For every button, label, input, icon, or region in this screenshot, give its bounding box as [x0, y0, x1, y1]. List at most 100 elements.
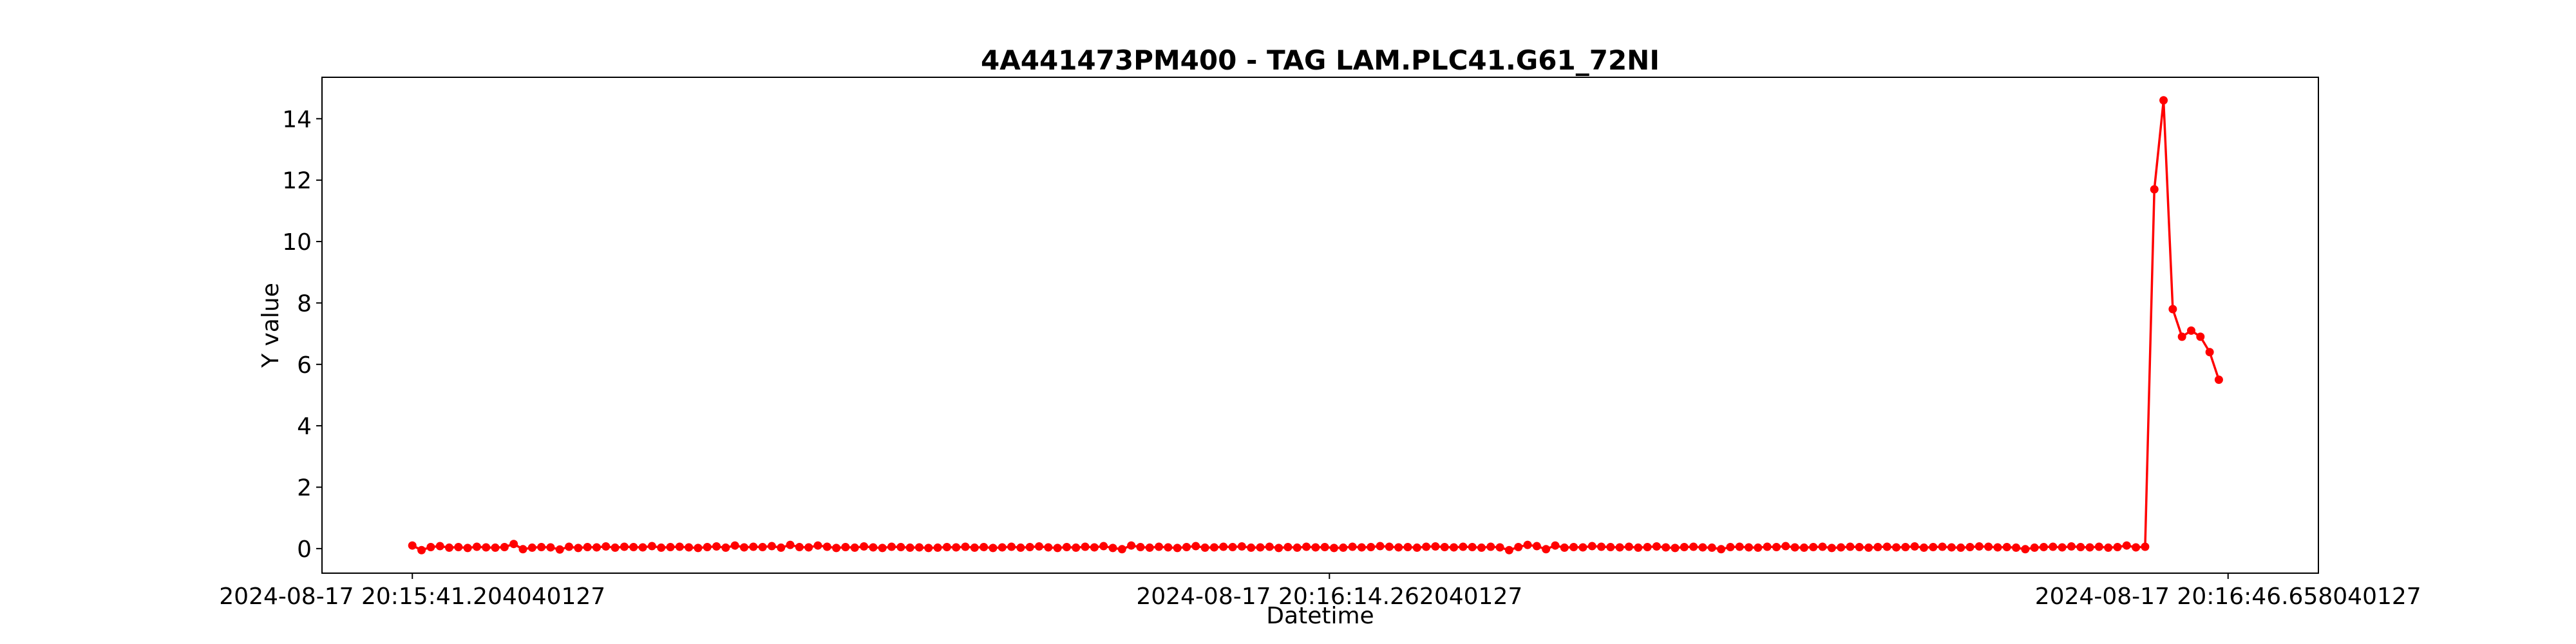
- data-point: [1053, 544, 1062, 553]
- data-point: [1367, 542, 1376, 551]
- data-point: [1293, 543, 1302, 552]
- y-tick-label: 14: [282, 106, 312, 133]
- data-point: [1846, 542, 1855, 551]
- data-line: [412, 100, 2221, 552]
- data-point: [445, 543, 454, 552]
- data-point: [426, 542, 435, 551]
- data-point: [2076, 542, 2085, 551]
- data-point: [1155, 542, 1164, 551]
- data-point: [1745, 543, 1754, 552]
- data-point: [2049, 542, 2058, 551]
- data-point: [2186, 326, 2195, 335]
- data-point: [1993, 543, 2002, 552]
- data-point: [1587, 542, 1596, 551]
- data-point: [1569, 542, 1578, 551]
- data-point: [1450, 543, 1459, 552]
- data-point: [1975, 542, 1984, 551]
- data-point: [832, 544, 841, 553]
- data-point: [1044, 543, 1053, 552]
- data-point: [1394, 543, 1403, 552]
- data-point: [1781, 542, 1790, 551]
- data-point: [583, 542, 592, 551]
- data-point: [1329, 544, 1338, 553]
- data-point: [1007, 542, 1016, 551]
- data-point: [1947, 543, 1956, 552]
- data-point: [417, 545, 426, 554]
- data-point: [2104, 543, 2113, 552]
- data-point: [675, 542, 684, 551]
- data-point: [472, 542, 481, 551]
- data-point: [500, 542, 509, 551]
- data-point: [1560, 543, 1569, 552]
- data-point: [1763, 542, 1772, 551]
- data-point: [841, 542, 850, 551]
- data-point: [1173, 544, 1182, 553]
- data-point: [629, 542, 638, 551]
- data-point: [1468, 542, 1477, 551]
- data-point: [998, 543, 1007, 552]
- data-point: [1209, 543, 1218, 552]
- data-point: [2085, 543, 2094, 552]
- data-point: [1643, 542, 1652, 551]
- data-point: [767, 542, 776, 551]
- data-point: [2205, 348, 2214, 357]
- data-point: [989, 544, 998, 553]
- data-point: [850, 543, 859, 552]
- data-point: [1790, 543, 1799, 552]
- data-point: [592, 543, 601, 552]
- data-point: [527, 543, 536, 552]
- data-point: [942, 542, 951, 551]
- data-point: [1302, 542, 1311, 551]
- data-point: [1606, 542, 1615, 551]
- data-point: [1081, 542, 1090, 551]
- data-point: [1532, 542, 1541, 551]
- plot-frame: [321, 77, 2319, 574]
- data-point: [2141, 542, 2150, 551]
- data-point: [1265, 542, 1274, 551]
- data-point: [1772, 542, 1781, 551]
- data-point: [1707, 543, 1716, 552]
- data-point: [611, 543, 620, 552]
- data-point: [1339, 543, 1348, 552]
- data-point: [1689, 542, 1698, 551]
- y-tick-label: 0: [297, 536, 312, 563]
- data-point: [1910, 542, 1919, 551]
- data-point: [2002, 542, 2011, 551]
- data-point: [1145, 543, 1154, 552]
- data-point: [638, 543, 647, 552]
- data-point: [2168, 305, 2177, 314]
- data-point: [1127, 541, 1136, 550]
- data-point: [2039, 542, 2048, 551]
- data-point: [491, 543, 500, 552]
- data-point: [980, 542, 989, 551]
- data-point: [1615, 543, 1624, 552]
- data-point: [896, 542, 905, 551]
- data-point: [1025, 542, 1034, 551]
- data-point: [712, 542, 721, 551]
- data-point: [685, 543, 694, 552]
- y-tick-label: 2: [297, 475, 312, 502]
- data-point: [666, 542, 675, 551]
- data-point: [1016, 543, 1025, 552]
- data-point: [887, 542, 896, 551]
- data-point: [647, 542, 656, 551]
- data-point: [914, 543, 923, 552]
- data-point: [1311, 543, 1320, 552]
- data-point: [1117, 545, 1126, 554]
- data-point: [739, 543, 748, 552]
- y-tick-label: 12: [282, 168, 312, 194]
- data-point: [2113, 542, 2122, 551]
- x-tick-label: 2024-08-17 20:16:14.262040127: [1136, 583, 1522, 610]
- data-point: [749, 542, 758, 551]
- data-point: [1809, 542, 1818, 551]
- data-point: [961, 542, 970, 551]
- data-point: [1182, 542, 1191, 551]
- data-point: [1034, 542, 1043, 551]
- data-point: [1440, 542, 1449, 551]
- data-point: [620, 542, 629, 551]
- data-point: [408, 541, 417, 550]
- data-point: [804, 543, 813, 552]
- data-point: [1514, 542, 1523, 551]
- data-point: [1062, 542, 1071, 551]
- data-point: [2150, 185, 2159, 194]
